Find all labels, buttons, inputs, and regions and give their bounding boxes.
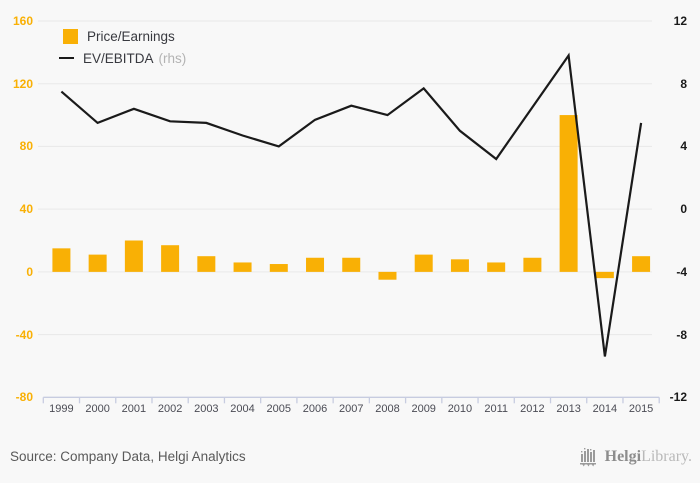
legend: Price/Earnings EV/EBITDA (rhs): [59, 25, 186, 69]
right-axis-tick-label: -8: [676, 327, 687, 342]
bar-2005: [269, 264, 288, 272]
left-axis-tick-label: -40: [15, 327, 33, 342]
legend-item-price-earnings: Price/Earnings: [59, 25, 186, 47]
logo-text-helgi: Helgi: [604, 448, 642, 465]
logo-text-library: Library.: [641, 448, 692, 465]
x-axis-year-label: 2014: [592, 403, 618, 415]
legend-label: Price/Earnings: [87, 28, 175, 44]
bar-2015: [632, 256, 651, 272]
bar-2001: [124, 240, 143, 272]
ev-ebitda-line: [60, 52, 643, 357]
x-axis-year-label: 2015: [628, 403, 654, 415]
right-axis-tick-label: -12: [669, 390, 687, 405]
right-axis-tick-label: 12: [673, 14, 687, 28]
bar-2010: [450, 259, 469, 272]
bar-2013: [559, 115, 578, 272]
line-series-swatch-icon: [59, 56, 74, 60]
left-axis-tick-label: 40: [19, 202, 33, 217]
left-axis-tick-label: 160: [12, 14, 33, 28]
bar-2014: [595, 271, 614, 279]
bar-2008: [378, 271, 397, 280]
x-axis-year-label: 2012: [520, 403, 545, 415]
left-axis-tick-label: 0: [26, 264, 33, 279]
x-axis-year-label: 2007: [339, 403, 364, 415]
legend-label: EV/EBITDA: [83, 50, 154, 66]
x-axis-year-label: 2004: [230, 403, 255, 415]
helgi-library-logo: HelgiLibrary.: [579, 446, 692, 468]
x-axis-year-label: 2000: [85, 403, 110, 415]
bar-2007: [342, 257, 361, 272]
bar-2011: [487, 262, 506, 272]
x-axis-year-label: 2003: [194, 403, 219, 415]
right-axis-tick-label: -4: [676, 264, 687, 279]
bar-2003: [197, 256, 216, 272]
x-axis-year-label: 2005: [266, 403, 292, 415]
bar-series-swatch-icon: [63, 28, 78, 44]
right-axis-tick-label: 8: [680, 76, 687, 91]
footer: Source: Company Data, Helgi Analytics He…: [0, 444, 700, 474]
bar-chart-logo-icon: [579, 448, 596, 467]
x-axis-year-label: 2001: [121, 403, 147, 415]
x-axis-year-label: 2009: [411, 403, 436, 415]
x-axis-year-label: 2002: [157, 403, 183, 415]
logo-text: HelgiLibrary.: [605, 448, 692, 466]
x-axis-year-label: 2013: [556, 403, 581, 415]
left-axis-tick-label: 80: [19, 139, 33, 154]
bar-1999: [52, 248, 71, 272]
x-axis-year-label: 2008: [375, 403, 400, 415]
x-axis-year-label: 1999: [49, 403, 74, 415]
left-axis-tick-label: -80: [15, 390, 33, 405]
source-text: Source: Company Data, Helgi Analytics: [10, 449, 246, 464]
right-axis-tick-label: 0: [680, 202, 687, 217]
legend-rhs-note: (rhs): [158, 50, 187, 66]
left-axis-tick-label: 120: [12, 76, 33, 91]
bar-2002: [161, 245, 180, 272]
bar-2000: [88, 254, 107, 272]
right-axis-tick-label: 4: [680, 139, 687, 154]
x-axis-year-label: 2006: [302, 403, 328, 415]
x-axis-year-label: 2010: [447, 403, 473, 415]
bar-2004: [233, 262, 252, 272]
x-axis-year-label: 2011: [484, 403, 508, 415]
legend-item-ev-ebitda: EV/EBITDA (rhs): [59, 47, 186, 69]
bar-2006: [306, 257, 325, 272]
bar-2009: [414, 254, 433, 272]
bar-2012: [523, 257, 542, 272]
